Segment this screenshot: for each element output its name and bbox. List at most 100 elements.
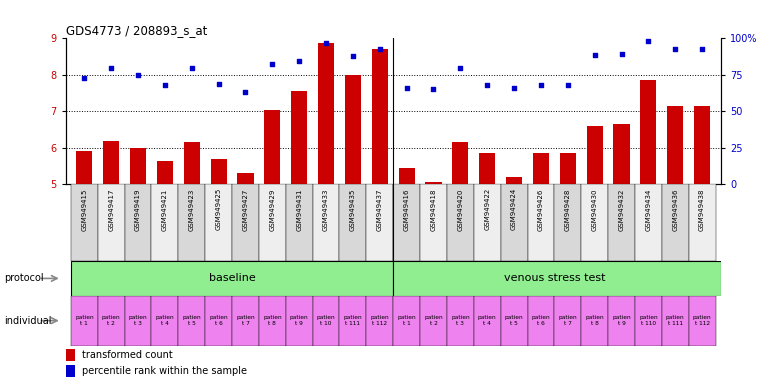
Text: GSM949430: GSM949430	[591, 188, 598, 231]
Text: GSM949421: GSM949421	[162, 188, 168, 230]
Bar	[130, 148, 146, 184]
Bar	[339, 296, 366, 346]
Bar	[205, 184, 232, 261]
Bar	[393, 261, 721, 296]
Text: GSM949436: GSM949436	[672, 188, 678, 231]
Bar	[587, 126, 603, 184]
Bar	[71, 261, 393, 296]
Point	[105, 65, 117, 71]
Bar	[635, 296, 662, 346]
Bar	[345, 75, 361, 184]
Bar	[689, 296, 715, 346]
Point	[535, 82, 547, 88]
Text: GDS4773 / 208893_s_at: GDS4773 / 208893_s_at	[66, 24, 207, 37]
Text: patien
t 8: patien t 8	[585, 315, 604, 326]
Bar	[554, 296, 581, 346]
Bar	[232, 184, 259, 261]
Bar	[393, 184, 420, 261]
Bar	[608, 296, 635, 346]
Bar	[500, 296, 527, 346]
Point	[588, 52, 601, 58]
Bar	[98, 184, 125, 261]
Text: GSM949426: GSM949426	[538, 188, 544, 230]
Bar	[210, 159, 227, 184]
Bar	[500, 184, 527, 261]
Text: patien
t 112: patien t 112	[693, 315, 712, 326]
Point	[159, 82, 171, 88]
Point	[78, 75, 90, 81]
Point	[615, 51, 628, 57]
Point	[266, 61, 278, 67]
Point	[132, 72, 144, 78]
Bar	[103, 141, 120, 184]
Text: patien
t 7: patien t 7	[236, 315, 254, 326]
Text: patien
t 6: patien t 6	[209, 315, 228, 326]
Bar	[581, 296, 608, 346]
Bar	[426, 182, 442, 184]
Text: baseline: baseline	[209, 273, 255, 283]
Text: GSM949424: GSM949424	[511, 188, 517, 230]
Bar	[667, 106, 683, 184]
Bar	[635, 184, 662, 261]
Bar	[286, 184, 312, 261]
Text: GSM949428: GSM949428	[565, 188, 571, 230]
Bar	[554, 184, 581, 261]
Text: GSM949427: GSM949427	[243, 188, 248, 230]
Point	[696, 46, 709, 52]
Bar	[66, 349, 76, 361]
Point	[427, 86, 439, 92]
Bar	[506, 177, 522, 184]
Bar	[447, 184, 474, 261]
Bar	[479, 153, 495, 184]
Text: GSM949418: GSM949418	[430, 188, 436, 231]
Bar	[237, 174, 254, 184]
Bar	[694, 106, 710, 184]
Bar	[339, 184, 366, 261]
Bar	[608, 184, 635, 261]
Bar	[393, 296, 420, 346]
Text: protocol: protocol	[4, 273, 43, 283]
Text: GSM949417: GSM949417	[108, 188, 114, 231]
Bar	[151, 296, 178, 346]
Bar	[291, 91, 308, 184]
Bar	[71, 184, 98, 261]
Point	[642, 38, 655, 45]
Bar	[527, 184, 554, 261]
Point	[239, 89, 251, 96]
Text: GSM949420: GSM949420	[457, 188, 463, 230]
Bar	[614, 124, 630, 184]
Bar	[157, 161, 173, 184]
Text: GSM949425: GSM949425	[216, 188, 221, 230]
Text: patien
t 1: patien t 1	[75, 315, 93, 326]
Text: patien
t 5: patien t 5	[505, 315, 524, 326]
Bar	[183, 142, 200, 184]
Bar	[533, 153, 549, 184]
Text: patien
t 112: patien t 112	[371, 315, 389, 326]
Bar	[259, 296, 286, 346]
Point	[508, 84, 520, 91]
Bar	[264, 109, 281, 184]
Text: patien
t 6: patien t 6	[532, 315, 550, 326]
Text: patien
t 9: patien t 9	[612, 315, 631, 326]
Bar	[318, 43, 334, 184]
Text: GSM949432: GSM949432	[618, 188, 625, 230]
Bar	[640, 80, 656, 184]
Bar	[662, 296, 689, 346]
Point	[400, 84, 412, 91]
Bar	[98, 296, 125, 346]
Point	[293, 58, 305, 65]
Text: patien
t 10: patien t 10	[317, 315, 335, 326]
Bar	[125, 296, 151, 346]
Bar	[662, 184, 689, 261]
Text: GSM949437: GSM949437	[377, 188, 382, 231]
Text: individual: individual	[4, 316, 52, 326]
Bar	[259, 184, 286, 261]
Text: GSM949423: GSM949423	[189, 188, 195, 230]
Text: patien
t 111: patien t 111	[344, 315, 362, 326]
Text: percentile rank within the sample: percentile rank within the sample	[82, 366, 247, 376]
Bar	[312, 296, 339, 346]
Text: patien
t 4: patien t 4	[156, 315, 174, 326]
Text: GSM949419: GSM949419	[135, 188, 141, 231]
Text: patien
t 2: patien t 2	[424, 315, 443, 326]
Text: GSM949435: GSM949435	[350, 188, 356, 230]
